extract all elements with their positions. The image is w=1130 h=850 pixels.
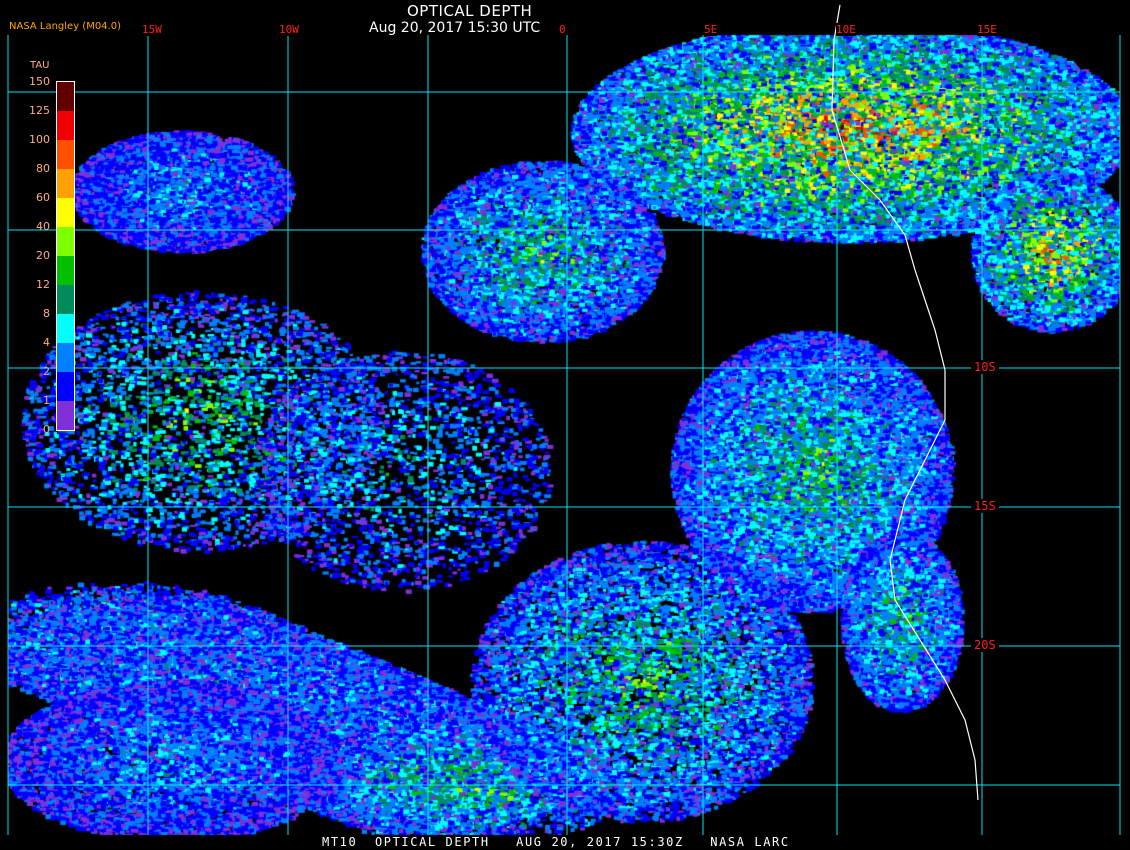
legend-tick-label: 125 [29, 104, 50, 117]
lon-label-15e: 15E [977, 23, 997, 36]
legend-tick-label: 8 [43, 307, 50, 320]
legend-color-bar [56, 81, 75, 431]
lat-label-15s: 15S [971, 499, 999, 513]
legend-swatch [57, 82, 74, 111]
legend-tick-label: 12 [36, 278, 50, 291]
lon-label-15w: 15W [142, 23, 162, 36]
legend-swatch [57, 372, 74, 401]
legend-swatch [57, 111, 74, 140]
map-title: OPTICAL DEPTH [407, 2, 533, 20]
lon-label-5e: 5E [704, 23, 718, 36]
legend-tick-label: 150 [29, 75, 50, 88]
lon-label-0: 0 [559, 23, 566, 36]
producer-label: NASA Langley (M04.0) [9, 21, 121, 32]
legend-swatch [57, 314, 74, 343]
lat-label-10s: 10S [971, 360, 999, 374]
lat-label-20s: 20S [971, 638, 999, 652]
legend-swatch [57, 401, 74, 430]
lon-label-10w: 10W [279, 23, 299, 36]
legend-tick-label: 60 [36, 191, 50, 204]
legend-tick-label: 20 [36, 249, 50, 262]
legend-swatch [57, 169, 74, 198]
legend-swatch [57, 227, 74, 256]
legend-swatch [57, 256, 74, 285]
legend-swatch [57, 140, 74, 169]
legend-tick-label: 2 [43, 365, 50, 378]
lon-label-10e: 10E [836, 23, 856, 36]
map-datetime: Aug 20, 2017 15:30 UTC [369, 20, 541, 36]
legend-swatch [57, 198, 74, 227]
legend-swatch [57, 285, 74, 314]
legend-tick-label: 80 [36, 162, 50, 175]
legend-tick-label: 0 [43, 423, 50, 436]
footer-caption: MT10 OPTICAL DEPTH AUG 20, 2017 15:30Z N… [322, 835, 790, 849]
legend-tick-label: 100 [29, 133, 50, 146]
legend-title: TAU [30, 60, 50, 71]
legend-tick-label: 40 [36, 220, 50, 233]
legend-tick-label: 4 [43, 336, 50, 349]
legend-swatch [57, 343, 74, 372]
legend-tick-label: 1 [43, 394, 50, 407]
coastline [831, 4, 979, 801]
